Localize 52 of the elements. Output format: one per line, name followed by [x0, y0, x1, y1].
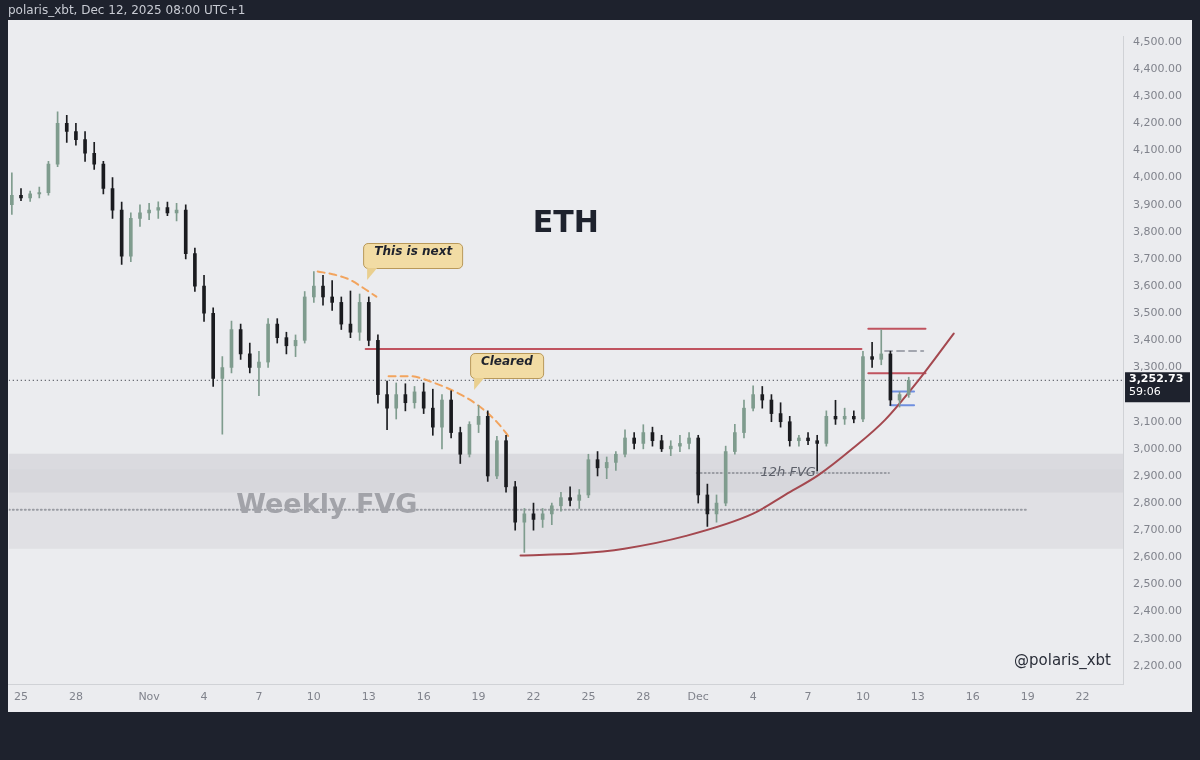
x-tick-label: 4 [200, 690, 208, 704]
y-tick-label: 3,300.00 [1133, 360, 1182, 374]
y-tick-label: 2,600.00 [1133, 550, 1182, 564]
x-tick-label: 19 [1020, 690, 1035, 704]
x-tick-label: 25 [581, 690, 596, 704]
x-tick-label: 10 [306, 690, 321, 704]
y-tick-label: 3,600.00 [1133, 278, 1182, 292]
annotation: Cleared [469, 352, 544, 379]
x-tick-label: 19 [471, 690, 486, 704]
y-tick-label: 3,900.00 [1133, 197, 1182, 211]
y-tick-label: 3,100.00 [1133, 414, 1182, 428]
annotation: 12h FVG [760, 464, 816, 480]
chart-subtitle: polaris_xbt, Dec 12, 2025 08:00 UTC+1 [8, 2, 246, 18]
y-tick-label: 2,200.00 [1133, 658, 1182, 672]
y-tick-label: 4,300.00 [1133, 89, 1182, 103]
x-tick-label: 28 [636, 690, 651, 704]
y-tick-label: 3,000.00 [1133, 441, 1182, 455]
annotation: This is next [363, 243, 464, 270]
y-tick-label: 2,500.00 [1133, 577, 1182, 591]
y-tick-label: 4,000.00 [1133, 170, 1182, 184]
x-tick-label: 25 [14, 690, 28, 704]
x-tick-label: 22 [1075, 690, 1090, 704]
y-tick-label: 3,400.00 [1133, 333, 1182, 347]
y-tick-label: 2,900.00 [1133, 468, 1182, 482]
x-tick-label: 16 [965, 690, 980, 704]
y-tick-label: 3,800.00 [1133, 224, 1182, 238]
x-tick-label: 28 [68, 690, 83, 704]
y-tick-label: 2,400.00 [1133, 604, 1182, 618]
y-tick-label: 4,500.00 [1133, 34, 1182, 48]
y-tick-label: 3,500.00 [1133, 306, 1182, 320]
x-tick-label: Dec [687, 690, 709, 704]
y-tick-label: 4,200.00 [1133, 116, 1182, 130]
y-tick-label: 3,700.00 [1133, 251, 1182, 265]
y-tick-label: 2,800.00 [1133, 495, 1182, 509]
annotation: Weekly FVG [236, 487, 418, 519]
x-tick-label: 13 [361, 690, 376, 704]
y-tick-label: 4,100.00 [1133, 143, 1182, 157]
y-tick-label: 2,700.00 [1133, 523, 1182, 537]
x-tick-label: 4 [749, 690, 757, 704]
x-tick-label: 16 [416, 690, 431, 704]
x-tick-label: 7 [804, 690, 812, 704]
annotation: @polaris_xbt [1014, 650, 1112, 670]
x-tick-label: 22 [526, 690, 541, 704]
y-tick-label: 4,400.00 [1133, 62, 1182, 75]
x-tick-label: 7 [255, 690, 263, 704]
y-tick-label: 2,300.00 [1133, 631, 1182, 645]
line-series [316, 270, 378, 298]
ref-line-label: 3,252.73 59:06 [1129, 372, 1184, 399]
text: ETH [532, 204, 599, 240]
x-tick-label: 10 [855, 690, 870, 704]
x-tick-label: 13 [910, 690, 925, 704]
x-tick-label: Nov [138, 690, 161, 704]
